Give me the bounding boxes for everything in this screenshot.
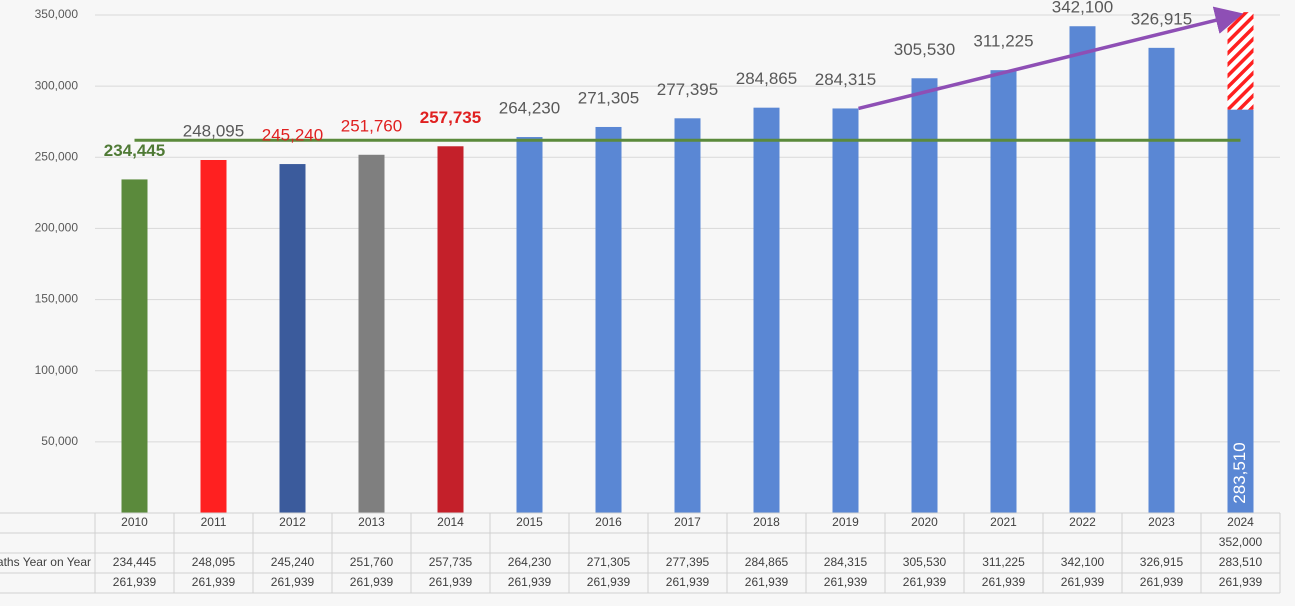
table-cell: 326,915 (1140, 555, 1184, 569)
table-cell: 277,395 (666, 555, 710, 569)
y-tick-label: 200,000 (35, 221, 79, 235)
data-label: 283,510 (1230, 442, 1249, 503)
y-tick-label: 100,000 (35, 363, 79, 377)
y-tick-label: 50,000 (41, 434, 78, 448)
x-tick-label: 2021 (990, 515, 1017, 529)
table-cell: 261,939 (429, 575, 473, 589)
x-tick-label: 2014 (437, 515, 464, 529)
x-tick-label: 2013 (358, 515, 385, 529)
x-tick-label: 2015 (516, 515, 543, 529)
bar (674, 118, 701, 513)
bar (516, 137, 543, 513)
bar (200, 159, 227, 513)
table-cell: 261,939 (113, 575, 157, 589)
data-label: 342,100 (1052, 0, 1113, 16)
x-tick-label: 2024 (1227, 515, 1254, 529)
x-tick-label: 2012 (279, 515, 306, 529)
legend-label: Deaths Year on Year (0, 555, 91, 569)
data-label: 326,915 (1131, 9, 1192, 28)
table-cell: 261,939 (824, 575, 868, 589)
bar (832, 108, 859, 513)
bar (121, 179, 148, 513)
x-tick-label: 2011 (201, 515, 227, 529)
y-tick-label: 300,000 (35, 78, 79, 92)
table-cell: 311,225 (982, 555, 1025, 569)
table-cell: 248,095 (192, 555, 236, 569)
data-label: 234,445 (104, 141, 165, 160)
table-cell: 264,230 (508, 555, 552, 569)
bar (911, 78, 938, 513)
table-cell: 251,760 (350, 555, 394, 569)
table-cell: 234,445 (113, 555, 157, 569)
data-label: 257,735 (420, 108, 481, 127)
y-tick-label: 350,000 (35, 7, 79, 21)
data-label: 248,095 (183, 121, 244, 140)
x-tick-label: 2016 (595, 515, 622, 529)
bar (437, 146, 464, 513)
data-label: 271,305 (578, 88, 639, 107)
table-cell: 261,939 (666, 575, 710, 589)
table-cell: 271,305 (587, 555, 631, 569)
x-tick-label: 2017 (674, 515, 701, 529)
bar (358, 154, 385, 513)
table-cell: 352,000 (1219, 535, 1263, 549)
bar (753, 107, 780, 514)
bar (279, 164, 306, 513)
table-cell: 245,240 (271, 555, 315, 569)
table-cell: 283,510 (1219, 555, 1263, 569)
table-cell: 284,315 (824, 555, 868, 569)
bar (1069, 26, 1096, 514)
trend-arrow (858, 6, 1244, 111)
y-tick-label: 250,000 (35, 149, 79, 163)
y-tick-label: 150,000 (35, 292, 79, 306)
x-tick-label: 2023 (1148, 515, 1175, 529)
data-label: 284,865 (736, 69, 797, 88)
table-cell: 261,939 (1140, 575, 1184, 589)
data-label: 311,225 (973, 32, 1033, 51)
x-tick-label: 2022 (1069, 515, 1096, 529)
table-cell: 261,939 (1061, 575, 1105, 589)
table-cell: 261,939 (192, 575, 236, 589)
projection-bar (1227, 12, 1254, 110)
table-cell: 284,865 (745, 555, 789, 569)
table-cell: 261,939 (745, 575, 789, 589)
data-label: 245,240 (262, 126, 323, 145)
x-tick-label: 2019 (832, 515, 859, 529)
y-tick-label: - (74, 505, 78, 519)
table-cell: 261,939 (1219, 575, 1263, 589)
x-tick-label: 2020 (911, 515, 938, 529)
table-cell: 261,939 (350, 575, 394, 589)
table-cell: 257,735 (429, 555, 473, 569)
data-label: 277,395 (657, 80, 718, 99)
data-label: 251,760 (341, 116, 402, 135)
data-label: 284,315 (815, 70, 876, 89)
table-cell: 305,530 (903, 555, 947, 569)
bar (1227, 109, 1254, 513)
bar (1148, 47, 1175, 514)
table-cell: 261,939 (982, 575, 1026, 589)
table-cell: 261,939 (587, 575, 631, 589)
data-label: 264,230 (499, 99, 560, 118)
x-tick-label: 2010 (121, 515, 148, 529)
data-label: 305,530 (894, 40, 955, 59)
table-cell: 261,939 (903, 575, 947, 589)
table-cell: 261,939 (271, 575, 315, 589)
x-tick-label: 2018 (753, 515, 780, 529)
table-cell: 261,939 (508, 575, 552, 589)
table-cell: 342,100 (1061, 555, 1105, 569)
bar (990, 70, 1017, 513)
bar (595, 126, 622, 513)
